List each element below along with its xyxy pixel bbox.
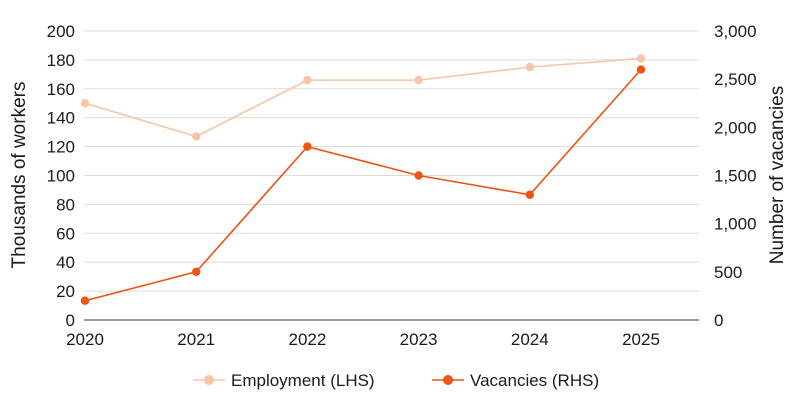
data-point-vacancies-rhs: [525, 190, 534, 199]
series-line-employment-lhs: [84, 57, 642, 138]
data-point-vacancies-rhs: [80, 296, 90, 305]
x-tick-label: 2023: [400, 330, 438, 349]
series-line-vacancies-rhs: [84, 69, 642, 302]
right-tick-label: 500: [714, 263, 742, 282]
x-tick-label: 2021: [177, 330, 215, 349]
data-point-vacancies-rhs: [192, 267, 201, 277]
data-point-vacancies-rhs: [636, 65, 646, 74]
series-employment-lhs: [80, 54, 646, 141]
right-tick-label: 1,500: [714, 167, 757, 186]
legend-vacancies-label: Vacancies (RHS): [470, 371, 599, 390]
legend-vacancies-marker: [443, 375, 453, 385]
legend-item-vacancies: Vacancies (RHS): [432, 371, 599, 390]
x-tick-label: 2020: [66, 330, 104, 349]
data-point-employment-lhs: [414, 75, 423, 85]
series-vacancies-rhs: [80, 65, 646, 305]
right-tick-label: 2,000: [714, 118, 757, 137]
data-point-employment-lhs: [525, 62, 534, 72]
legend-employment-marker: [204, 375, 214, 385]
left-tick-label: 140: [47, 109, 75, 128]
left-tick-label: 180: [47, 51, 75, 70]
data-point-vacancies-rhs: [303, 142, 312, 151]
series-layer: [80, 54, 646, 305]
right-tick-label: 3,000: [714, 22, 757, 41]
left-tick-label: 60: [56, 224, 75, 243]
data-point-employment-lhs: [80, 99, 90, 108]
left-axis-title: Thousands of workers: [9, 82, 30, 269]
x-tick-label: 2022: [288, 330, 326, 349]
left-tick-label: 160: [47, 80, 75, 99]
left-tick-label: 0: [66, 311, 75, 330]
right-tick-label: 0: [714, 311, 723, 330]
legend-item-employment: Employment (LHS): [193, 371, 375, 390]
data-point-employment-lhs: [192, 132, 201, 141]
legend-employment-label: Employment (LHS): [231, 371, 375, 390]
right-tick-label: 1,000: [714, 215, 757, 234]
left-axis-ticks: 0 20 40 60 80 100 120 140 160 180 200: [47, 22, 75, 330]
left-tick-label: 80: [56, 195, 75, 214]
left-tick-label: 120: [47, 138, 75, 157]
gridlines: [84, 30, 699, 292]
data-point-vacancies-rhs: [414, 171, 423, 180]
x-tick-label: 2025: [622, 330, 660, 349]
left-tick-label: 40: [56, 253, 75, 272]
left-tick-label: 200: [47, 22, 75, 41]
x-tick-label: 2024: [511, 330, 549, 349]
left-tick-label: 20: [56, 282, 75, 301]
right-tick-label: 2,500: [714, 70, 757, 89]
data-point-employment-lhs: [636, 54, 646, 63]
legend: Employment (LHS) Vacancies (RHS): [193, 371, 599, 390]
right-axis-ticks: 0 500 1,000 1,500 2,000 2,500 3,000: [714, 22, 757, 330]
left-tick-label: 100: [47, 167, 75, 186]
x-axis-ticks: 2020 2021 2022 2023 2024 2025: [66, 330, 660, 349]
data-point-employment-lhs: [303, 75, 312, 85]
right-axis-title: Number of vacancies: [767, 86, 788, 264]
